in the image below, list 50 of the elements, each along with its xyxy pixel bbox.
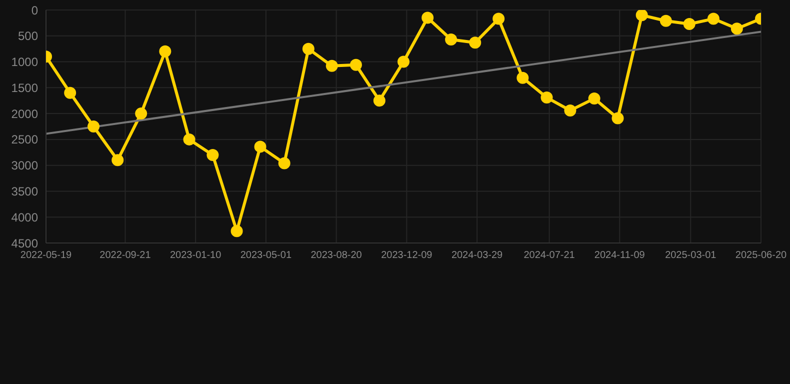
point <box>350 58 362 71</box>
point <box>540 92 553 104</box>
point <box>516 72 529 84</box>
point <box>230 225 243 238</box>
x-tick-label: 2023-12-09 <box>381 250 433 262</box>
point <box>112 154 124 166</box>
point <box>469 36 482 49</box>
point <box>492 12 505 25</box>
y-tick-label: 1000 <box>11 55 38 70</box>
point <box>730 22 743 35</box>
point <box>278 157 290 170</box>
point <box>683 18 696 30</box>
point <box>64 86 76 99</box>
point <box>88 120 100 132</box>
y-tick-label: 4500 <box>11 236 38 250</box>
point <box>326 60 338 72</box>
x-tick-label: 2023-05-01 <box>240 250 292 262</box>
y-tick-label: 3000 <box>11 158 38 173</box>
x-tick-label: 2023-01-10 <box>170 250 222 262</box>
x-tick-label: 2024-11-09 <box>594 250 646 262</box>
point <box>159 45 172 58</box>
y-tick-label: 500 <box>18 29 38 44</box>
point <box>206 148 219 161</box>
point <box>612 112 624 124</box>
point <box>183 133 196 146</box>
x-tick-label: 2022-09-21 <box>100 250 152 262</box>
y-tick-label: 1500 <box>11 80 38 95</box>
point <box>445 34 458 46</box>
y-tick-label: 4000 <box>11 210 38 224</box>
y-tick-label: 2000 <box>11 106 38 121</box>
x-tick-label: 2022-05-19 <box>20 250 72 262</box>
point <box>564 104 576 116</box>
x-tick-label: 2024-07-21 <box>524 250 576 262</box>
x-tick-label: 2023-08-20 <box>310 250 362 262</box>
point <box>636 10 648 22</box>
x-tick-label: 2024-03-29 <box>451 250 504 262</box>
point <box>254 140 266 153</box>
point <box>398 56 410 68</box>
x-tick-label: 2025-03-01 <box>665 250 717 262</box>
x-tick-label: 2025-06-20 <box>735 250 788 262</box>
point <box>135 108 148 120</box>
y-tick-label: 2500 <box>11 132 38 147</box>
point <box>660 14 672 27</box>
point <box>422 12 434 24</box>
point <box>302 42 314 55</box>
point <box>707 12 720 25</box>
point <box>373 94 386 107</box>
y-tick-label: 0 <box>31 3 38 18</box>
y-tick-label: 3500 <box>11 184 38 198</box>
point <box>588 92 600 105</box>
